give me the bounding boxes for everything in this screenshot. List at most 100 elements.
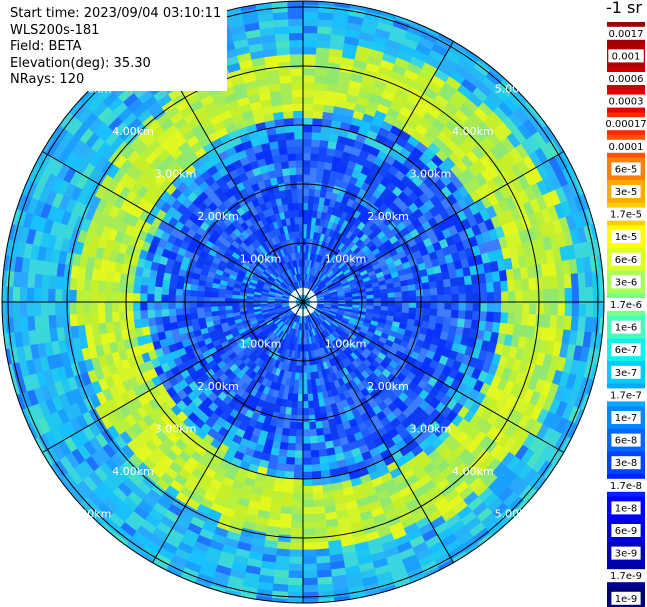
range-gate-cell	[523, 402, 537, 420]
range-gate-cell	[161, 286, 170, 295]
range-gate-cell	[257, 351, 266, 360]
range-gate-cell	[430, 302, 438, 310]
range-gate-cell	[150, 331, 160, 343]
range-gate-cell	[257, 319, 266, 325]
range-gate-cell	[336, 312, 344, 318]
range-gate-cell	[101, 387, 114, 402]
range-gate-cell	[134, 326, 144, 338]
range-gate-cell	[423, 535, 442, 550]
range-gate-cell	[175, 540, 194, 555]
range-gate-cell	[301, 492, 314, 501]
range-gate-cell	[13, 329, 24, 348]
range-gate-cell	[437, 302, 445, 311]
range-gate-cell	[132, 504, 149, 520]
range-gate-cell	[566, 389, 580, 409]
range-gate-cell	[303, 89, 316, 97]
range-gate-cell	[509, 383, 522, 399]
range-gate-cell	[372, 333, 381, 342]
range-gate-cell	[262, 345, 270, 354]
range-gate-cell	[287, 319, 293, 327]
range-gate-cell	[348, 370, 358, 380]
range-gate-cell	[276, 353, 283, 362]
range-gate-cell	[54, 300, 63, 315]
range-gate-cell	[314, 319, 320, 327]
range-gate-cell	[310, 463, 321, 473]
range-gate-cell	[331, 340, 339, 349]
range-gate-cell	[175, 287, 184, 296]
range-gate-cell	[320, 354, 326, 364]
range-gate-cell	[486, 282, 495, 294]
range-gate-cell	[189, 295, 197, 302]
range-gate-cell	[145, 341, 155, 353]
range-gate-cell	[288, 298, 297, 301]
range-gate-cell	[233, 333, 242, 342]
range-gate-cell	[250, 321, 259, 328]
range-gate-cell	[121, 378, 133, 393]
range-gate-cell	[305, 308, 310, 316]
range-gate-cell	[210, 301, 219, 307]
range-gate-cell	[158, 337, 169, 349]
range-gate-cell	[305, 358, 310, 367]
range-gate-cell	[442, 316, 452, 327]
range-gate-cell	[62, 419, 77, 437]
range-gate-cell	[421, 314, 431, 323]
range-gate-cell	[122, 337, 132, 350]
range-gate-cell	[288, 303, 297, 305]
range-gate-cell	[413, 548, 432, 562]
range-gate-cell	[100, 400, 113, 416]
range-gate-cell	[141, 493, 158, 509]
range-gate-cell	[336, 429, 347, 440]
range-gate-cell	[325, 360, 332, 369]
range-gate-cell	[357, 313, 366, 319]
range-gate-cell	[231, 301, 240, 306]
range-gate-cell	[274, 295, 283, 299]
range-gate-cell	[309, 304, 317, 309]
range-gate-cell	[323, 511, 338, 521]
range-gate-cell	[288, 327, 293, 336]
range-gate-cell	[176, 320, 186, 329]
range-gate-cell	[335, 516, 351, 527]
range-gate-cell	[426, 541, 445, 556]
range-gate-cell	[215, 557, 234, 570]
range-gate-cell	[236, 350, 246, 360]
range-gate-cell	[391, 342, 401, 352]
range-gate-cell	[302, 386, 308, 395]
range-gate-cell	[273, 360, 281, 369]
range-gate-cell	[313, 310, 321, 316]
range-gate-cell	[271, 316, 280, 322]
range-gate-cell	[262, 326, 270, 334]
range-gate-cell	[189, 312, 199, 320]
range-gate-cell	[36, 415, 51, 434]
range-gate-cell	[33, 286, 42, 302]
range-gate-cell	[330, 431, 340, 442]
range-gate-cell	[21, 373, 34, 392]
range-gate-cell	[518, 360, 530, 376]
range-gate-cell	[327, 343, 335, 352]
range-gate-cell	[270, 490, 283, 500]
range-gate-cell	[515, 429, 531, 447]
range-gate-cell	[84, 322, 94, 337]
range-gate-cell	[254, 472, 267, 483]
range-gate-cell	[450, 342, 461, 354]
range-gate-cell	[294, 314, 298, 323]
range-gate-cell	[279, 331, 286, 340]
range-gate-cell	[297, 308, 301, 316]
range-gate-cell	[274, 426, 284, 436]
range-gate-cell	[325, 344, 332, 353]
range-gate-cell	[331, 489, 345, 499]
range-gate-cell	[286, 146, 297, 155]
range-gate-cell	[302, 379, 308, 388]
range-gate-cell	[269, 312, 278, 317]
range-gate-cell	[253, 356, 262, 366]
range-gate-cell	[169, 321, 179, 331]
range-gate-cell	[69, 401, 83, 418]
range-gate-cell	[283, 307, 291, 312]
range-gate-cell	[79, 370, 92, 386]
range-gate-cell	[373, 459, 387, 472]
range-gate-cell	[101, 495, 119, 513]
range-gate-cell	[470, 501, 488, 519]
range-gate-cell	[315, 307, 324, 311]
range-gate-cell	[254, 328, 263, 336]
range-gate-cell	[106, 397, 120, 412]
